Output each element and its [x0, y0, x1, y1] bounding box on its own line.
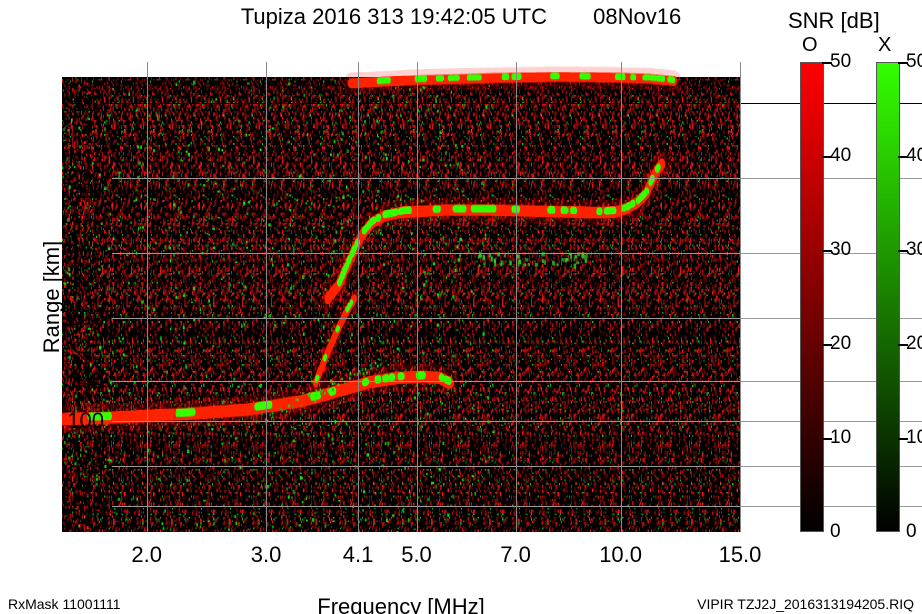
file-label: VIPIR TZJ2J_2016313194205.RIQ [697, 596, 914, 612]
colorbar-x-tick-label-50: 50 [906, 51, 922, 73]
x-tick-label-3: 3.0 [251, 542, 282, 568]
y-axis-label-wrap: Range [km] [0, 62, 20, 532]
colorbar-x-tick-label-20: 20 [906, 333, 922, 355]
y-tick-label-500: 500 [20, 165, 104, 191]
colorbar-o-gradient[interactable] [800, 62, 824, 532]
colorbar-x-gradient[interactable] [876, 62, 900, 532]
colorbar-o-tick-label-0: 0 [830, 521, 841, 543]
colorbar-x-tick-label-30: 30 [906, 239, 922, 261]
x-gridline-15 [740, 62, 741, 532]
y-tick-label-50: 50 [20, 493, 104, 519]
colorbar-x-tick-label-10: 10 [906, 427, 922, 449]
ionogram-window: Tupiza 2016 313 19:42:05 UTC 08Nov16 Ran… [0, 0, 922, 614]
y-tick-label-200: 200 [20, 305, 104, 331]
page-title: Tupiza 2016 313 19:42:05 UTC 08Nov16 [0, 4, 922, 30]
title-date-text: 08Nov16 [593, 4, 681, 29]
colorbar-o-tick-label-40: 40 [830, 145, 851, 167]
colorbar-o-tick-label-50: 50 [830, 51, 851, 73]
rxmask-label: RxMask 11001111 [8, 596, 121, 612]
x-tick-label-2: 2.0 [131, 542, 162, 568]
y-axis-label: Range [km] [39, 197, 65, 397]
colorbar-x-tick-label-0: 0 [906, 521, 917, 543]
y-tick-label-70: 70 [20, 453, 104, 479]
colorbar-o-tick-label-30: 30 [830, 239, 851, 261]
colorbar-o-label: O [802, 34, 818, 57]
y-tick-label-100: 100 [20, 408, 104, 434]
x-tick-label-5: 5.0 [401, 542, 432, 568]
x-tick-label-10: 10.0 [599, 542, 642, 568]
y-tick-label-900: 900 [20, 90, 104, 116]
y-tick-label-300: 300 [20, 240, 104, 266]
x-axis-label: Frequency [MHz] [62, 594, 740, 614]
x-tick-label-4.1: 4.1 [343, 542, 374, 568]
x-tick-label-15: 15.0 [719, 542, 762, 568]
colorbar-x-label: X [878, 34, 891, 57]
title-main-text: Tupiza 2016 313 19:42:05 UTC [241, 4, 547, 29]
x-tick-label-7: 7.0 [500, 542, 531, 568]
ionogram-heatmap[interactable] [62, 62, 740, 532]
colorbar-o-tick-label-10: 10 [830, 427, 851, 449]
colorbar-title: SNR [dB] [788, 8, 880, 34]
colorbar-x-tick-label-40: 40 [906, 145, 922, 167]
y-tick-label-140: 140 [20, 368, 104, 394]
colorbar-o-tick-label-20: 20 [830, 333, 851, 355]
